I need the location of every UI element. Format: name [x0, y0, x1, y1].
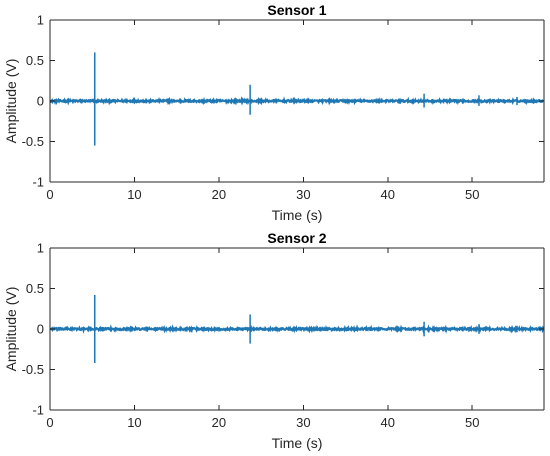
- y-axis-label: Amplitude (V): [3, 287, 19, 372]
- y-tick-label: 0.5: [26, 53, 44, 68]
- series-sensor-1: [49, 52, 544, 146]
- x-tick-label: 40: [381, 415, 395, 430]
- x-tick-label: 20: [212, 187, 226, 202]
- y-tick-label: 0: [37, 322, 44, 337]
- x-tick-label: 30: [296, 187, 310, 202]
- y-tick-label: -1: [32, 403, 44, 418]
- x-tick-label: 0: [46, 415, 53, 430]
- signal-trace: [49, 95, 544, 106]
- x-tick-label: 10: [127, 187, 141, 202]
- y-tick-label: 0: [37, 94, 44, 109]
- y-tick-label: 1: [37, 13, 44, 28]
- chart-panel-1: 0 10 20 30 40 50 -1 -0.5 0 0.5 1 Sensor 1 Time (s) Am…: [3, 2, 545, 223]
- chart-title: Sensor 1: [267, 2, 326, 18]
- chart-panel-2: 0 10 20 30 40 50 -1 -0.5 0 0.5 1 Sensor 2 Time (s) Am…: [3, 230, 545, 451]
- y-tick-label: -0.5: [22, 134, 44, 149]
- x-tick-label: 50: [465, 187, 479, 202]
- y-axis-label: Amplitude (V): [3, 59, 19, 144]
- y-tick-label: 0.5: [26, 281, 44, 296]
- series-sensor-2: [49, 294, 545, 364]
- x-tick-label: 0: [46, 187, 53, 202]
- x-tick-label: 10: [127, 415, 141, 430]
- y-tick-label: 1: [37, 241, 44, 256]
- x-tick-label: 20: [212, 415, 226, 430]
- x-tick-label: 30: [296, 415, 310, 430]
- signal-trace: [49, 324, 545, 334]
- y-tick-label: -0.5: [22, 362, 44, 377]
- x-tick-label: 40: [381, 187, 395, 202]
- x-tick-label: 50: [465, 415, 479, 430]
- y-tick-label: -1: [32, 175, 44, 190]
- x-axis-label: Time (s): [272, 435, 323, 451]
- chart-title: Sensor 2: [267, 230, 326, 246]
- x-axis-label: Time (s): [272, 207, 323, 223]
